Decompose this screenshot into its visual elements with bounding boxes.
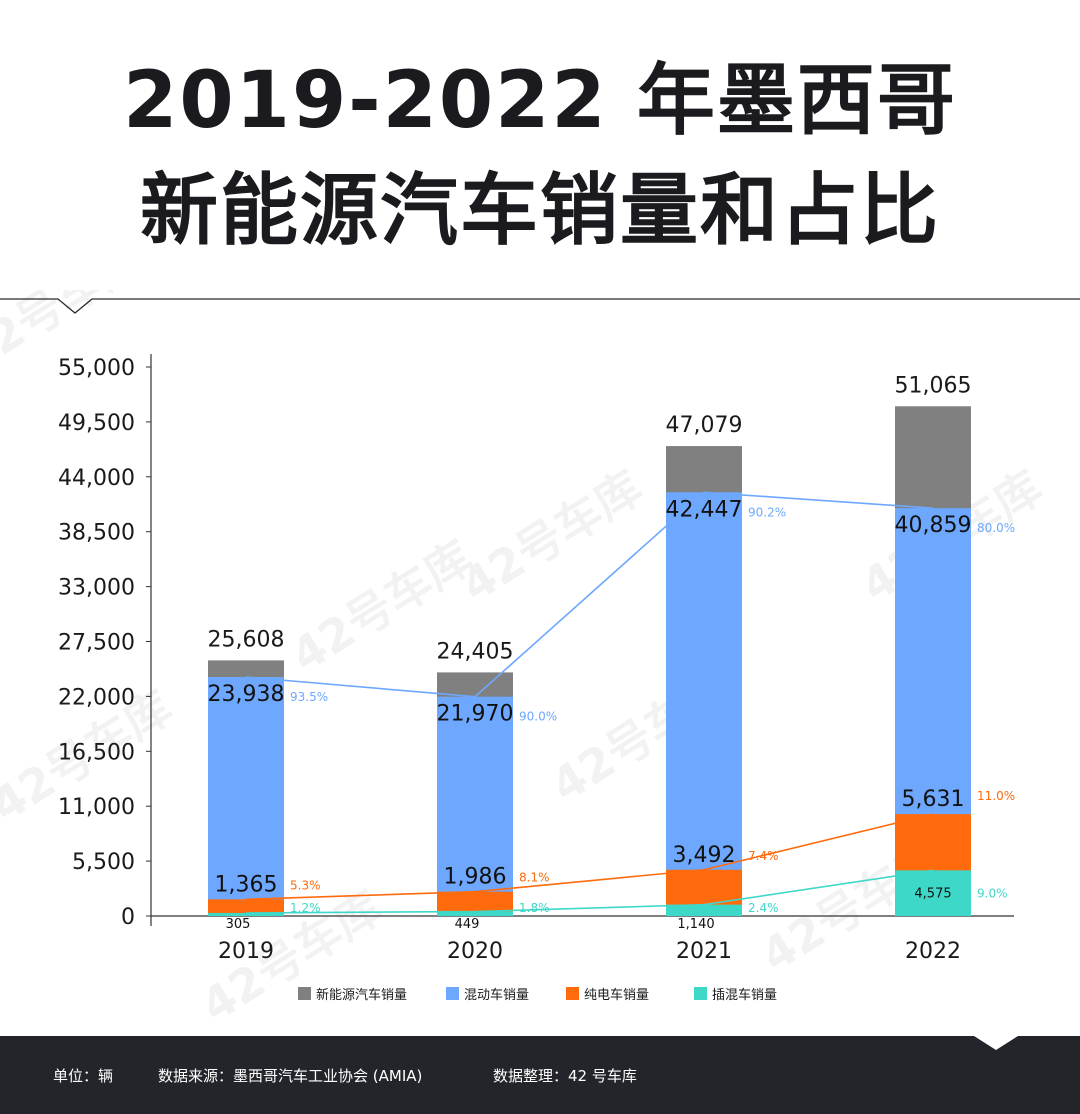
- footer-compiled-by: 数据整理：42 号车库: [493, 1067, 637, 1085]
- bar-hybrid: [437, 696, 513, 916]
- x-tick-label: 2020: [447, 939, 503, 964]
- y-axis: 0 5,500 11,000 16,500 22,000 27,500 33,000 38,5…: [58, 354, 1014, 930]
- bev-value-label: 3,492: [673, 843, 736, 868]
- phev-value-label: 305: [226, 917, 251, 932]
- bar-phev: [437, 911, 513, 916]
- total-value-label: 47,079: [666, 413, 743, 438]
- hybrid-value-label: 23,938: [208, 682, 285, 707]
- bar-phev: [895, 870, 971, 916]
- phev-value-label: 4,575: [914, 886, 951, 901]
- legend: 新能源汽车销量 混动车销量 纯电车销量 插混车销量: [298, 987, 777, 1003]
- bar-phev: [666, 904, 742, 916]
- title-divider: [0, 298, 1080, 314]
- total-value-label: 25,608: [208, 627, 285, 652]
- bev-value-label: 5,631: [902, 787, 965, 812]
- title-line-2: 新能源汽车销量和占比: [139, 166, 940, 256]
- legend-swatch-total: [298, 987, 311, 1000]
- legend-swatch-bev: [566, 987, 579, 1000]
- watermark-text: 42号车库: [452, 460, 652, 613]
- legend-label-hybrid: 混动车销量: [464, 987, 529, 1003]
- phev-share-line: [245, 869, 934, 914]
- bar-phev: [208, 912, 284, 916]
- footer-notch: [974, 1036, 1018, 1050]
- legend-label-bev: 纯电车销量: [584, 987, 649, 1003]
- share-lines-layer: [245, 491, 934, 914]
- hybrid-value-label: 42,447: [666, 497, 743, 522]
- phev-value-label: 449: [455, 917, 480, 932]
- y-tick-label: 22,000: [58, 685, 135, 710]
- footer-unit: 单位：辆: [53, 1067, 114, 1085]
- y-tick-label: 5,500: [72, 850, 135, 875]
- legend-swatch-hybrid: [446, 987, 459, 1000]
- phev-value-label: 1,140: [677, 917, 714, 932]
- hybrid-share-label: 90.2%: [748, 505, 786, 519]
- stacked-bar-chart: 42号车库42号车库42号车库42号车库42号车库42号车库42号车库42号车库…: [0, 290, 1080, 1033]
- hybrid-share-line: [245, 491, 934, 698]
- x-tick-label: 2021: [676, 939, 732, 964]
- hybrid-share-label: 80.0%: [977, 521, 1015, 535]
- hybrid-share-label: 93.5%: [290, 690, 328, 704]
- y-tick-label: 16,500: [58, 740, 135, 765]
- hybrid-share-label: 90.0%: [519, 710, 557, 724]
- bar-hybrid: [666, 492, 742, 916]
- bar-hybrid: [208, 677, 284, 916]
- bev-share-label: 7.4%: [748, 849, 779, 863]
- title-line-1: 2019-2022 年墨西哥: [123, 56, 957, 146]
- y-tick-label: 27,500: [58, 631, 135, 656]
- total-value-label: 24,405: [437, 639, 514, 664]
- legend-swatch-phev: [694, 987, 707, 1000]
- phev-share-label: 2.4%: [748, 901, 779, 915]
- y-tick-label: 44,000: [58, 466, 135, 491]
- hybrid-value-label: 21,970: [437, 702, 514, 727]
- bev-share-label: 11.0%: [977, 789, 1015, 803]
- legend-label-phev: 插混车销量: [712, 987, 777, 1003]
- footer-source: 数据来源：墨西哥汽车工业协会 (AMIA): [158, 1067, 423, 1085]
- x-tick-label: 2022: [905, 939, 961, 964]
- y-tick-label: 55,000: [58, 356, 135, 381]
- y-tick-label: 33,000: [58, 576, 135, 601]
- bars-layer: [208, 406, 971, 916]
- phev-share-label: 1.2%: [290, 901, 321, 915]
- legend-label-total: 新能源汽车销量: [316, 987, 407, 1003]
- y-tick-label: 11,000: [58, 795, 135, 820]
- x-tick-label: 2019: [218, 939, 274, 964]
- bev-value-label: 1,986: [444, 865, 507, 890]
- chart-decoration: [0, 298, 1080, 314]
- bar-bev: [208, 899, 284, 916]
- phev-share-label: 9.0%: [977, 886, 1008, 900]
- hybrid-value-label: 40,859: [895, 513, 972, 538]
- watermark-layer: 42号车库42号车库42号车库42号车库42号车库42号车库42号车库42号车库: [0, 290, 1051, 1033]
- labels-layer: 2019 25,608 23,938 93.5% 1,365 5.3% 305 1.2% 202…: [208, 373, 1016, 964]
- y-tick-label: 0: [121, 905, 135, 930]
- bev-share-label: 8.1%: [519, 871, 550, 885]
- footer-bar: 单位：辆 数据来源：墨西哥汽车工业协会 (AMIA) 数据整理：42 号车库: [0, 1036, 1080, 1114]
- total-value-label: 51,065: [895, 373, 972, 398]
- phev-share-label: 1.8%: [519, 901, 550, 915]
- y-tick-label: 38,500: [58, 521, 135, 546]
- bev-share-line: [245, 813, 934, 901]
- bev-share-label: 5.3%: [290, 878, 321, 892]
- y-tick-label: 49,500: [58, 411, 135, 436]
- bev-value-label: 1,365: [215, 872, 278, 897]
